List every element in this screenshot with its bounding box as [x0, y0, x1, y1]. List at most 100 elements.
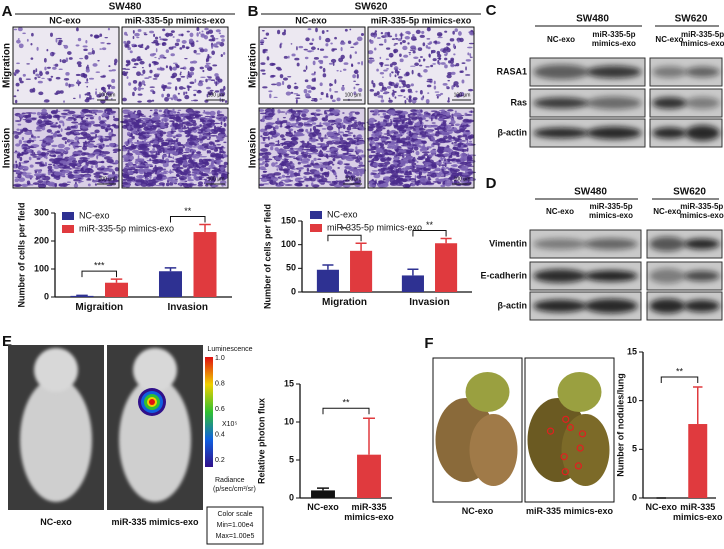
cell [283, 169, 288, 173]
legend-label: NC-exo [327, 209, 358, 219]
cell [169, 117, 174, 119]
cell [428, 54, 430, 58]
cell [371, 172, 373, 175]
cell [338, 58, 343, 63]
cell [219, 165, 222, 167]
cell [128, 139, 130, 143]
cell [467, 172, 476, 174]
legend-swatch [62, 225, 74, 233]
band [649, 299, 685, 314]
cell [454, 142, 457, 144]
cell [100, 42, 104, 44]
cell [337, 162, 340, 163]
cell [221, 54, 223, 57]
cell [182, 45, 185, 48]
cell [48, 164, 52, 165]
cell [127, 76, 129, 79]
cell [267, 131, 269, 134]
cell [127, 146, 135, 150]
cell [203, 110, 205, 111]
x-tick-label: Invasion [144, 302, 233, 313]
cell [171, 130, 174, 134]
color-scale-title: Color scale [217, 511, 252, 518]
cell [271, 108, 274, 113]
cell [85, 99, 90, 103]
cell [406, 84, 411, 88]
cell [423, 114, 429, 117]
column-label: miR-335-5p mimics-exo [125, 15, 226, 25]
cell [263, 49, 266, 53]
cell [37, 76, 40, 77]
cell [149, 63, 151, 67]
band [533, 269, 586, 282]
cell [182, 122, 191, 125]
cell [315, 163, 318, 165]
cell [280, 125, 283, 127]
cell [394, 50, 397, 53]
cell [188, 71, 190, 76]
cell [301, 117, 309, 120]
cell [16, 170, 21, 174]
cell [330, 95, 333, 99]
cell [393, 156, 399, 160]
cell [20, 130, 23, 133]
cell [63, 109, 70, 110]
cell [200, 49, 205, 53]
cell [289, 136, 292, 138]
cell [161, 142, 167, 145]
cell [287, 179, 290, 180]
cell [170, 146, 172, 148]
cell [224, 162, 228, 166]
cell [161, 68, 164, 70]
cell [467, 143, 471, 145]
cell [206, 87, 211, 90]
cell [76, 44, 80, 46]
cell [281, 160, 286, 163]
cell [51, 76, 54, 78]
cell [287, 85, 291, 89]
cell [435, 154, 442, 156]
cell [17, 89, 19, 91]
cell [145, 175, 147, 179]
cell [437, 32, 443, 37]
cell [189, 81, 194, 84]
cell [408, 98, 412, 103]
cell [59, 184, 66, 187]
cell [301, 154, 309, 157]
cell [102, 124, 107, 127]
cell [208, 145, 215, 148]
cell [19, 162, 21, 167]
cell [337, 167, 340, 169]
cell [211, 163, 214, 167]
cell [382, 150, 384, 153]
bar [357, 455, 381, 498]
cell [67, 181, 71, 183]
colorbar-multiplier: X10⁵ [222, 421, 237, 428]
mouse-head [133, 348, 177, 392]
cell [97, 135, 104, 137]
cell [260, 148, 268, 152]
cell [155, 153, 160, 155]
cell [97, 60, 99, 61]
cell-line: SW620 [675, 14, 708, 25]
cell [371, 80, 373, 84]
cell [312, 78, 316, 82]
cell [327, 132, 335, 136]
cell [424, 171, 428, 172]
cell [270, 138, 273, 139]
cell [448, 135, 452, 140]
cell [331, 84, 333, 86]
cell [414, 140, 421, 144]
cell [49, 122, 55, 123]
cell [314, 71, 316, 73]
cell [467, 47, 472, 49]
cell [412, 134, 418, 139]
cell [16, 62, 20, 64]
cell [111, 134, 116, 136]
cell [417, 161, 419, 163]
cell [168, 148, 176, 151]
cell [220, 167, 224, 171]
cell [305, 93, 310, 97]
cell [319, 61, 323, 65]
cell [95, 134, 97, 138]
